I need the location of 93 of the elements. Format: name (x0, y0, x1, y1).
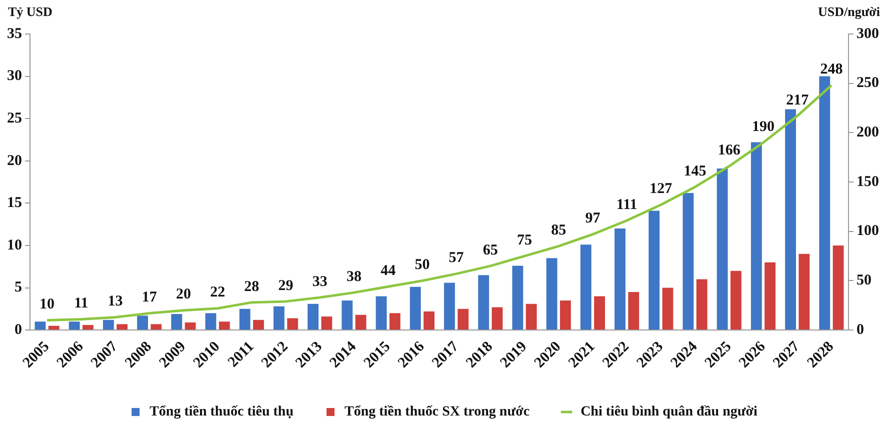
y-tick-label: 20 (7, 152, 22, 169)
bar (48, 326, 60, 330)
y2-axis-title: USD/người (818, 4, 880, 19)
y2-tick-label: 250 (856, 75, 879, 92)
data-label: 127 (650, 181, 673, 198)
data-label: 17 (142, 290, 158, 306)
bar (798, 254, 810, 330)
bar (355, 314, 366, 330)
data-label: 44 (380, 263, 396, 280)
bar (218, 322, 230, 330)
y2-tick-label: 100 (856, 223, 879, 240)
y2-tick-label: 0 (856, 322, 864, 338)
bar (82, 324, 94, 330)
bar (389, 313, 400, 330)
y-tick-label: 15 (7, 195, 22, 212)
data-label: 13 (108, 294, 123, 310)
bar (308, 304, 319, 330)
data-label: 10 (40, 296, 55, 313)
data-label: 29 (278, 278, 294, 294)
bar (750, 142, 762, 330)
y-tick-label: 10 (7, 237, 22, 254)
bar (205, 313, 216, 330)
data-label: 11 (74, 296, 88, 312)
y2-tick-label: 200 (856, 124, 879, 141)
bar (546, 258, 558, 330)
bar (274, 306, 284, 330)
bar (68, 322, 80, 330)
bar (478, 275, 490, 330)
bar (34, 322, 46, 330)
data-label: 145 (684, 163, 706, 180)
data-label: 217 (786, 92, 810, 108)
bar (458, 308, 469, 330)
bar (682, 193, 694, 330)
bar (376, 296, 387, 330)
bar (171, 314, 182, 330)
bar (444, 282, 455, 330)
y-tick-label: 0 (14, 322, 22, 338)
bar (321, 316, 332, 330)
data-label: 65 (482, 242, 498, 258)
data-label: 22 (210, 284, 226, 301)
bar (239, 308, 250, 330)
y2-tick-label: 300 (856, 26, 879, 42)
data-label: 75 (517, 232, 532, 248)
data-label: 248 (820, 62, 843, 78)
bar (116, 324, 128, 330)
bar (696, 279, 708, 330)
bar (410, 286, 421, 330)
bar (342, 300, 353, 330)
y-axis-title: Tỷ USD (8, 4, 52, 19)
legend-label: Tổng tiền thuốc SX trong nước (344, 404, 530, 420)
bar (512, 266, 524, 330)
y2-tick-label: 150 (856, 174, 879, 190)
data-label: 50 (414, 257, 430, 274)
legend-label: Tổng tiền thuốc tiêu thụ (150, 404, 294, 420)
bar (764, 262, 776, 330)
data-label: 57 (448, 250, 464, 266)
y2-tick-label: 50 (856, 272, 872, 289)
x-tick-label: 2011 (225, 338, 258, 371)
bar (648, 210, 660, 330)
bar (424, 311, 434, 330)
data-label: 166 (718, 142, 741, 159)
bar (560, 300, 571, 330)
bar (716, 168, 728, 330)
bar (730, 270, 742, 330)
y-tick-label: 25 (7, 110, 22, 126)
data-label: 38 (346, 268, 362, 285)
data-label: 190 (752, 118, 774, 135)
bar (785, 109, 796, 330)
legend-label: Chi tiêu bình quân đầu người (580, 404, 758, 420)
data-label: 97 (585, 210, 601, 227)
data-label: 28 (244, 278, 260, 295)
bar (526, 304, 537, 330)
bar (150, 324, 162, 330)
data-label: 33 (312, 274, 328, 290)
bar (492, 307, 503, 330)
bar (580, 244, 592, 330)
data-label: 20 (176, 286, 191, 303)
bar (819, 76, 830, 330)
bar (137, 316, 148, 330)
y-tick-label: 35 (7, 26, 22, 42)
bar (662, 288, 674, 330)
bar (594, 296, 605, 330)
y-tick-label: 30 (7, 68, 22, 84)
bar (287, 318, 298, 330)
bar (614, 228, 626, 330)
bar (184, 322, 196, 330)
bar (628, 292, 640, 330)
bar (253, 320, 264, 330)
data-label: 111 (616, 196, 638, 213)
bar (102, 320, 114, 330)
data-label: 85 (551, 222, 566, 239)
bar (832, 245, 844, 330)
y-tick-label: 5 (14, 280, 22, 296)
